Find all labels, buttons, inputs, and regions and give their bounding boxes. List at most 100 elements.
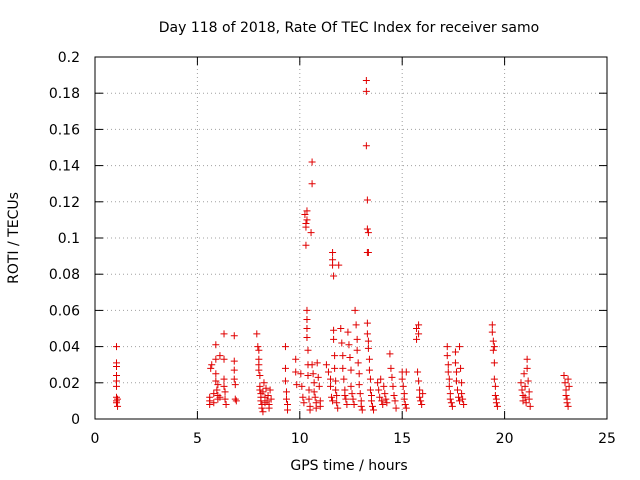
data-point [303, 306, 311, 314]
data-point [303, 334, 311, 342]
data-point [230, 332, 238, 340]
data-point [415, 330, 423, 338]
data-point [255, 346, 263, 354]
data-point [302, 223, 310, 231]
data-point [451, 359, 459, 367]
data-point [315, 382, 323, 390]
data-point [362, 142, 370, 150]
data-point [305, 386, 313, 394]
data-point [258, 404, 266, 412]
data-point [493, 402, 501, 410]
data-point [310, 388, 318, 396]
data-point [370, 406, 378, 414]
data-point [265, 404, 273, 412]
data-point [340, 375, 348, 383]
data-point [353, 335, 361, 343]
data-point [329, 248, 337, 256]
data-point [254, 343, 262, 351]
data-point [443, 352, 451, 360]
data-point [324, 368, 332, 376]
data-point [377, 375, 385, 383]
data-point [303, 315, 311, 323]
data-point [399, 382, 407, 390]
data-point [339, 364, 347, 372]
data-point [316, 402, 324, 410]
data-point [456, 397, 464, 405]
data-point [214, 381, 222, 389]
data-point [364, 248, 372, 256]
data-point [354, 359, 362, 367]
data-point [491, 382, 499, 390]
data-point [349, 395, 357, 403]
data-point [351, 306, 359, 314]
data-point [266, 386, 274, 394]
data-point [415, 377, 423, 385]
data-point [345, 341, 353, 349]
data-point [281, 364, 289, 372]
data-point [113, 343, 121, 351]
data-point [311, 393, 319, 401]
data-point [310, 379, 318, 387]
x-tick-label: 20 [496, 431, 514, 447]
data-point [331, 364, 339, 372]
data-point [330, 272, 338, 280]
data-point [264, 391, 272, 399]
data-point [302, 241, 310, 249]
data-point [333, 399, 341, 407]
data-point [452, 368, 460, 376]
data-point [231, 395, 239, 403]
data-point [343, 401, 351, 409]
y-tick-label: 0.06 [49, 303, 80, 319]
data-point [281, 377, 289, 385]
data-point [222, 401, 230, 409]
data-point [329, 261, 337, 269]
data-point [445, 375, 453, 383]
data-point [389, 382, 397, 390]
y-tick-label: 0.02 [49, 376, 80, 392]
data-point [390, 391, 398, 399]
data-point [374, 379, 382, 387]
data-point [352, 321, 360, 329]
data-point [363, 225, 371, 233]
data-point [346, 353, 354, 361]
data-point [314, 373, 322, 381]
data-point [490, 343, 498, 351]
data-point [366, 386, 374, 394]
data-point [490, 359, 498, 367]
data-point [488, 328, 496, 336]
y-tick-label: 0.14 [49, 159, 80, 175]
data-point [417, 397, 425, 405]
data-point [337, 325, 345, 332]
grid-lines [95, 57, 607, 419]
data-point [341, 391, 349, 399]
data-point [565, 382, 573, 390]
data-point [259, 408, 267, 416]
data-point [207, 364, 215, 372]
data-point [281, 343, 289, 351]
data-point [306, 406, 314, 414]
data-point [347, 382, 355, 390]
data-point [363, 330, 371, 338]
data-point [260, 379, 268, 387]
data-point [520, 370, 528, 378]
data-point [284, 406, 292, 414]
data-point [210, 399, 218, 407]
data-point [259, 388, 267, 396]
x-tick-label: 5 [193, 431, 202, 447]
data-point [114, 395, 122, 403]
data-point [525, 395, 533, 403]
data-point [518, 386, 526, 394]
data-point [364, 337, 372, 345]
data-point [344, 328, 352, 336]
data-point [522, 399, 530, 407]
data-point [312, 404, 320, 412]
data-point [350, 401, 358, 409]
data-point [263, 397, 271, 405]
data-point [292, 368, 300, 376]
data-point [392, 404, 400, 412]
data-point [262, 384, 270, 392]
data-point [334, 404, 342, 412]
data-point [332, 386, 340, 394]
data-point [492, 399, 500, 407]
